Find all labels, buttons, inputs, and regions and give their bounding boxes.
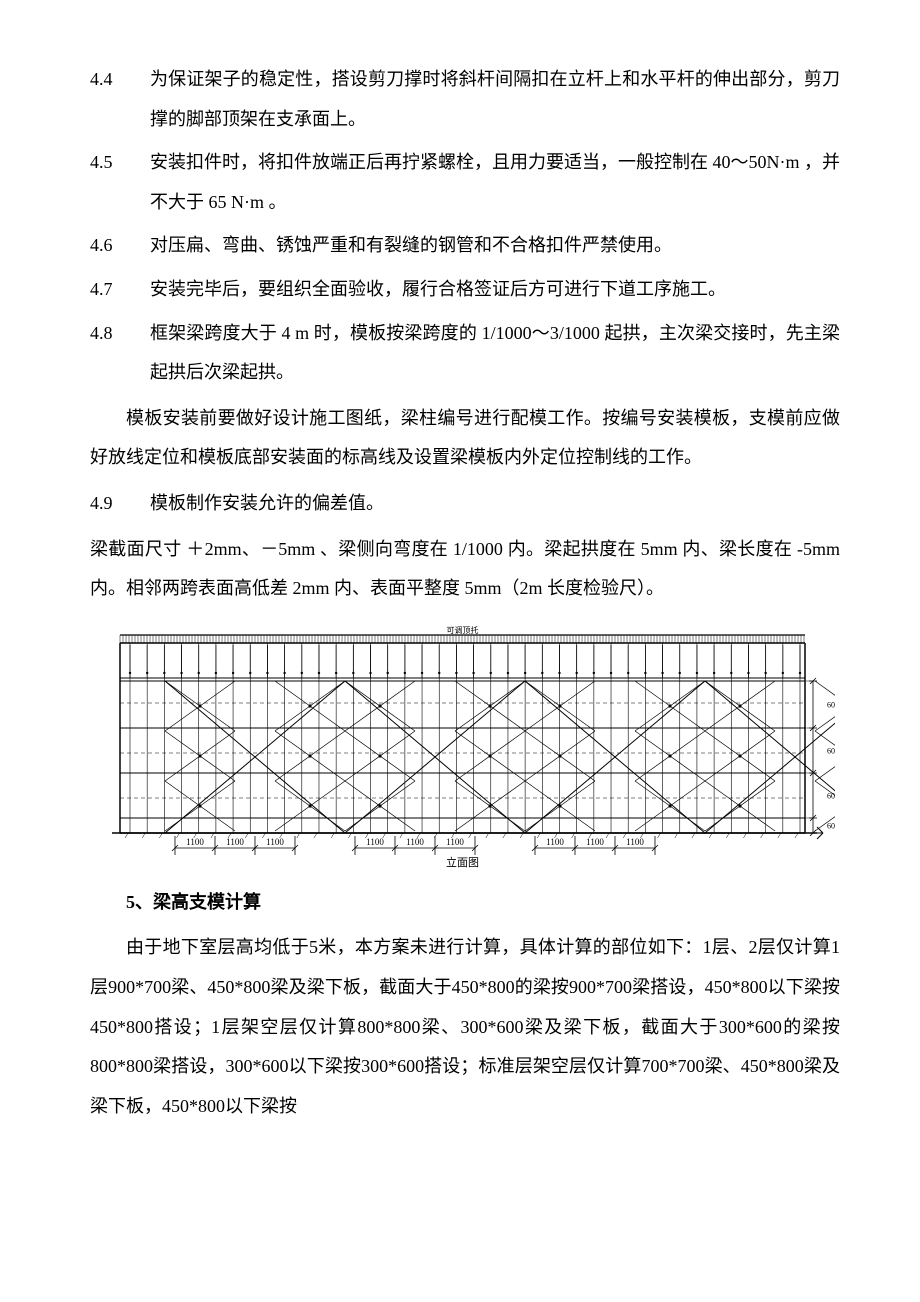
- svg-text:1100: 1100: [366, 837, 384, 847]
- tolerances-text: 梁截面尺寸 ＋2mm、－5mm 、梁侧向弯度在 1/1000 内。梁起拱度在 5…: [90, 530, 840, 609]
- item-text: 为保证架子的稳定性，搭设剪刀撑时将斜杆间隔扣在立杆上和水平杆的伸出部分，剪刀撑的…: [150, 60, 840, 139]
- item-number: 4.8: [90, 314, 150, 393]
- item-text: 对压扁、弯曲、锈蚀严重和有裂缝的钢管和不合格扣件严禁使用。: [150, 226, 840, 266]
- item-number: 4.5: [90, 143, 150, 222]
- list-item: 4.4 为保证架子的稳定性，搭设剪刀撑时将斜杆间隔扣在立杆上和水平杆的伸出部分，…: [90, 60, 840, 139]
- svg-text:1100: 1100: [266, 837, 284, 847]
- svg-text:600: 600: [827, 791, 835, 800]
- svg-text:1100: 1100: [186, 837, 204, 847]
- svg-text:600: 600: [827, 700, 835, 709]
- list-item: 4.8 框架梁跨度大于 4 m 时，模板按梁跨度的 1/1000～3/1000 …: [90, 314, 840, 393]
- list-item: 4.7 安装完毕后，要组织全面验收，履行合格签证后方可进行下道工序施工。: [90, 270, 840, 310]
- list-item: 4.5 安装扣件时，将扣件放端正后再拧紧螺栓，且用力要适当，一般控制在 40～5…: [90, 143, 840, 222]
- item-number: 4.9: [90, 484, 150, 524]
- svg-text:1100: 1100: [406, 837, 424, 847]
- svg-text:1100: 1100: [226, 837, 244, 847]
- section-heading: 5、梁高支模计算: [90, 883, 840, 923]
- item-number: 4.7: [90, 270, 150, 310]
- item-text: 安装扣件时，将扣件放端正后再拧紧螺栓，且用力要适当，一般控制在 40～50N·m…: [150, 143, 840, 222]
- item-text: 安装完毕后，要组织全面验收，履行合格签证后方可进行下道工序施工。: [150, 270, 840, 310]
- svg-text:1100: 1100: [586, 837, 604, 847]
- svg-text:1100: 1100: [546, 837, 564, 847]
- svg-text:立面图: 立面图: [446, 855, 479, 869]
- svg-text:1100: 1100: [446, 837, 464, 847]
- item-text: 框架梁跨度大于 4 m 时，模板按梁跨度的 1/1000～3/1000 起拱，主…: [150, 314, 840, 393]
- item-text: 模板制作安装允许的偏差值。: [150, 484, 840, 524]
- item-number: 4.4: [90, 60, 150, 139]
- paragraph: 模板安装前要做好设计施工图纸，梁柱编号进行配模工作。按编号安装模板，支模前应做好…: [90, 399, 840, 478]
- item-number: 4.6: [90, 226, 150, 266]
- list-item: 4.6 对压扁、弯曲、锈蚀严重和有裂缝的钢管和不合格扣件严禁使用。: [90, 226, 840, 266]
- list-item: 4.9 模板制作安装允许的偏差值。: [90, 484, 840, 524]
- svg-text:600: 600: [827, 746, 835, 755]
- svg-text:可调顶托: 可调顶托: [447, 625, 479, 635]
- svg-text:600: 600: [827, 821, 835, 830]
- paragraph: 由于地下室层高均低于5米，本方案未进行计算，具体计算的部位如下：1层、2层仅计算…: [90, 928, 840, 1126]
- svg-text:1100: 1100: [626, 837, 644, 847]
- scaffold-elevation-diagram: 110011001100110011001100110011001100立面图6…: [105, 623, 825, 873]
